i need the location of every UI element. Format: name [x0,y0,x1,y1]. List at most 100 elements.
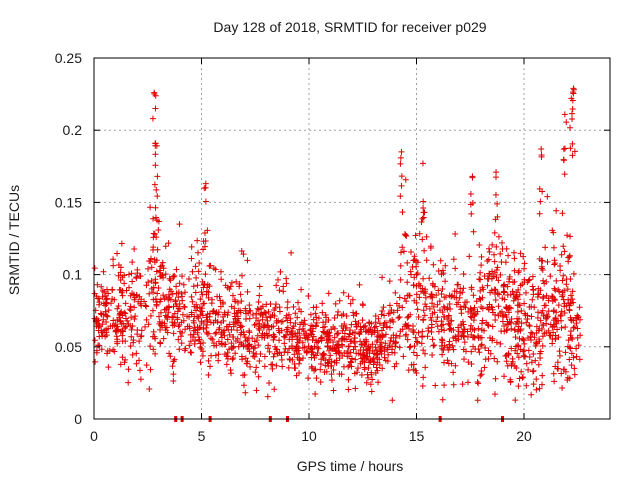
data-point [520,253,527,260]
data-point [232,338,239,345]
data-point [160,265,167,272]
data-point [224,336,231,343]
data-point [198,345,205,352]
data-point [194,237,201,244]
data-point [529,368,536,375]
data-point [173,283,180,290]
data-point [519,335,526,342]
data-point [414,270,421,277]
data-point [365,374,372,381]
data-point [386,278,393,285]
data-point [223,353,230,360]
data-point [152,279,159,286]
data-point [568,110,575,117]
data-point [525,366,532,373]
data-point [350,346,357,353]
data-point [503,358,510,365]
data-point [573,314,580,321]
data-point [399,209,406,216]
data-point [468,348,475,355]
data-point [368,369,375,376]
data-point [413,338,420,345]
data-point [359,301,366,308]
data-point [467,305,474,312]
data-point [492,174,499,181]
data-point [216,293,223,300]
data-point [478,342,485,349]
data-point [268,361,275,368]
data-point [169,291,176,298]
data-point [200,320,207,327]
data-point [415,280,422,287]
data-point [186,342,193,349]
data-point [187,349,194,356]
data-point [379,274,386,281]
data-point [518,307,525,314]
data-point [515,269,522,276]
data-point [203,314,210,321]
data-point [345,343,352,350]
data-point [326,347,333,354]
data-point [540,321,547,328]
data-point [321,369,328,376]
data-point [519,374,526,381]
data-point [328,377,335,384]
data-point [175,323,182,330]
data-point [523,382,530,389]
data-point [99,293,106,300]
data-point [473,298,480,305]
data-point [373,347,380,354]
data-point [276,337,283,344]
data-point [514,302,521,309]
data-point [376,320,383,327]
data-point [361,359,368,366]
data-point [533,323,540,330]
data-point [512,397,519,404]
data-point [321,329,328,336]
data-point [528,329,535,336]
data-point [238,298,245,305]
data-point [373,323,380,330]
data-point [372,312,379,319]
data-point [504,292,511,299]
data-point [350,309,357,316]
data-point [273,362,280,369]
data-point [95,327,102,334]
data-point [231,296,238,303]
data-point [476,241,483,248]
data-point [573,353,580,360]
data-point [452,362,459,369]
data-point [493,267,500,274]
data-point [497,340,504,347]
data-point [378,327,385,334]
data-point [318,356,325,363]
data-point [437,257,444,264]
data-point [100,268,107,275]
data-point [115,303,122,310]
data-point [352,385,359,392]
data-point [423,303,430,310]
data-point [128,314,135,321]
data-point [363,379,370,386]
data-point [226,346,233,353]
data-point [562,324,569,331]
data-point [167,277,174,284]
y-axis-label: SRMTID / TECUs [6,185,22,295]
data-point [204,311,211,318]
data-point [462,299,469,306]
data-point [371,327,378,334]
data-point [260,321,267,328]
data-point [468,284,475,291]
data-point [547,332,554,339]
data-point [335,308,342,315]
data-point [397,276,404,283]
data-point [185,275,192,282]
data-point [257,311,264,318]
data-point [478,371,485,378]
data-point [557,311,564,318]
data-point [492,297,499,304]
data-point [180,281,187,288]
data-point [230,333,237,340]
data-point [396,294,403,301]
data-point [404,314,411,321]
